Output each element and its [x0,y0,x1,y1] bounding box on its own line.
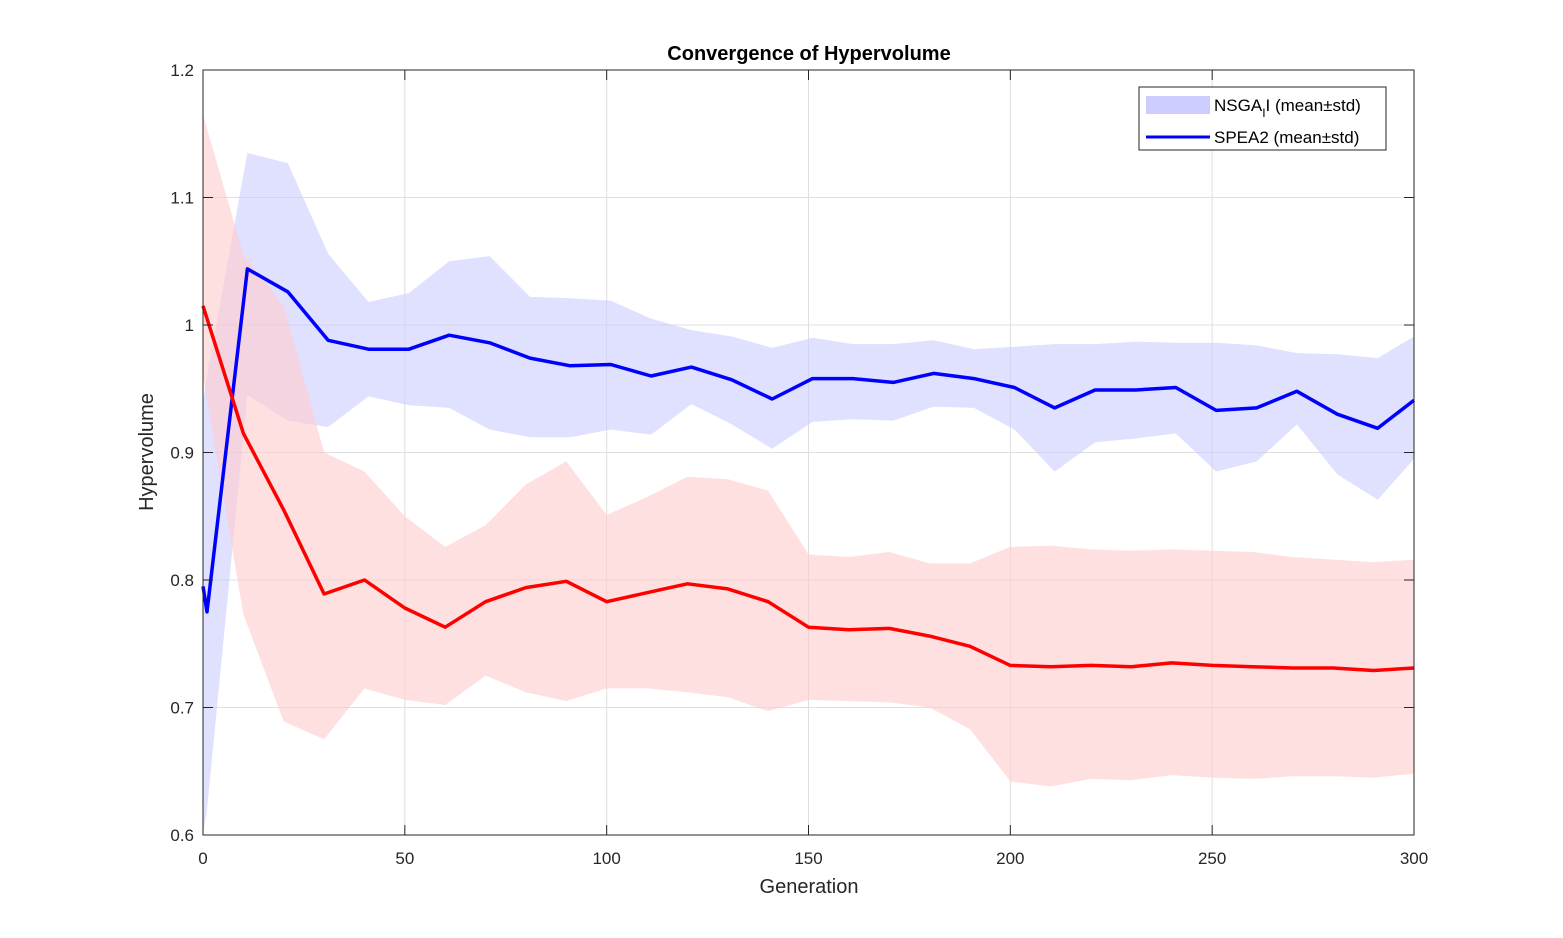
x-tick-label: 200 [996,849,1024,868]
legend-label-nsgaii-subscript: I [1262,106,1265,120]
y-tick-label: 0.7 [170,699,194,718]
x-tick-label: 150 [794,849,822,868]
mean-line-nsgaii [201,267,1416,614]
legend-label-nsgaii: NSGAII (mean±std) [1214,96,1361,120]
x-tick-label: 50 [395,849,414,868]
y-tick-label: 1 [185,316,194,335]
y-tick-label: 1.1 [170,189,194,208]
mean-line-spea2 [201,305,1415,673]
legend-label-nsgaii-rest: I (mean±std) [1266,96,1361,115]
y-tick-label: 1.2 [170,61,194,80]
legend-swatch-nsgaii [1146,96,1210,114]
mean-lines [201,267,1416,673]
y-tick-label: 0.8 [170,571,194,590]
y-tick-label: 0.6 [170,826,194,845]
legend-label-nsgaii-main: NSGA [1214,96,1263,115]
std-band-spea2 [203,114,1414,787]
chart-title: Convergence of Hypervolume [667,43,950,65]
x-axis-title: Generation [760,876,859,898]
x-tick-label: 100 [592,849,620,868]
x-tick-label: 300 [1400,849,1428,868]
y-axis-title: Hypervolume [136,393,158,511]
legend: NSGAII (mean±std) SPEA2 (mean±std) [1138,86,1387,151]
tick-labels: 0 50 100 150 200 250 300 0.6 0.7 0.8 0.9 1 1.1 1.2 [170,61,1428,868]
std-band-nsgaii [203,152,1414,835]
x-tick-label: 0 [198,849,207,868]
legend-label-spea2: SPEA2 (mean±std) [1214,128,1359,147]
std-bands [203,114,1414,835]
axes [202,69,1415,836]
y-tick-label: 0.9 [170,444,194,463]
x-tick-label: 250 [1198,849,1226,868]
